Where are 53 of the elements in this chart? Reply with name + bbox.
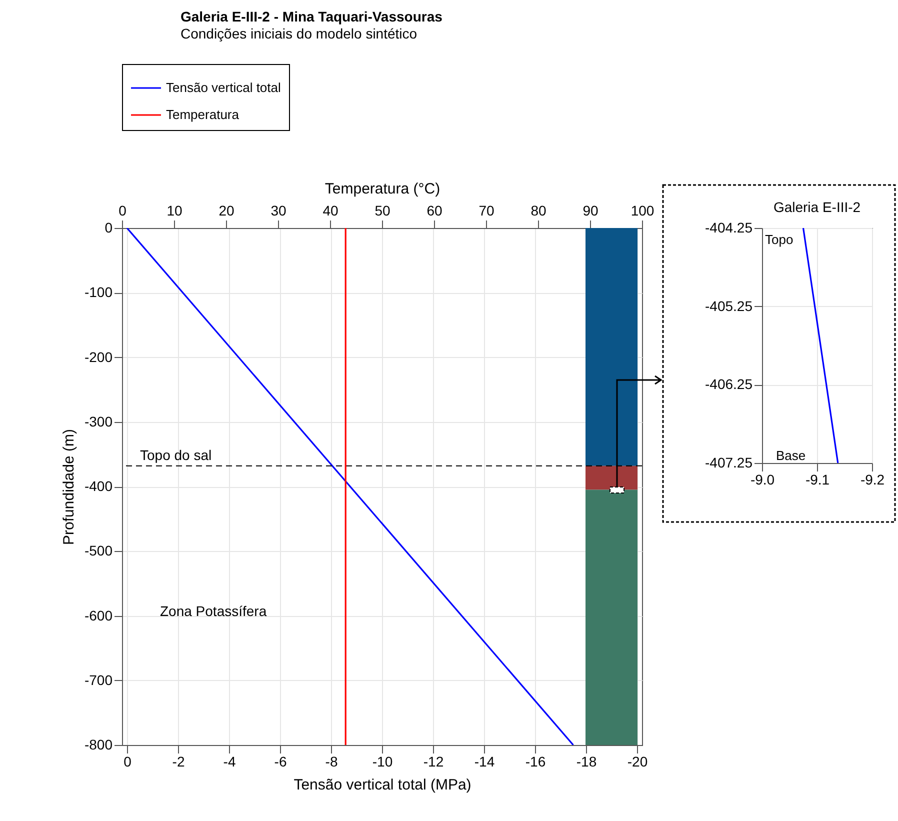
x-tick-label: -9.1 [805, 472, 830, 488]
x2-tick-label: 50 [374, 202, 390, 218]
x2-tick-label: 30 [270, 202, 286, 218]
y-tick-label: -600 [84, 607, 113, 624]
x-tick-label: -2 [172, 754, 185, 770]
y-tick-label: -404.25 [705, 220, 753, 236]
x-tick-label: -8 [325, 754, 338, 770]
x-tick-label: 0 [124, 754, 132, 770]
x2-tick-label: 40 [322, 202, 338, 218]
y-tick-label: -100 [84, 284, 113, 300]
x2-tick-label: 80 [530, 202, 546, 218]
x-tick-label: -4 [223, 754, 236, 770]
x2-tick-label: 0 [118, 202, 127, 218]
x-tick-label: -10 [372, 754, 393, 770]
bar [586, 490, 638, 745]
y-tick-label: -800 [84, 736, 113, 752]
annotation: Base [776, 448, 806, 463]
legend-label: Tensão vertical total [166, 80, 282, 95]
x2-tick-label: 60 [426, 202, 442, 218]
x2-axis-title: Temperatura (°C) [324, 180, 440, 198]
bar [586, 228, 638, 466]
x2-tick-label: 70 [478, 202, 494, 218]
x2-tick-label: 20 [218, 202, 234, 218]
x-tick-label: -9.0 [750, 472, 775, 488]
ref-line-label: Topo do sal [140, 446, 212, 463]
chart-subtitle: Condições iniciais do modelo sintético [180, 26, 418, 42]
annotation: Topo [765, 232, 794, 247]
chart-title: Galeria E-III-2 [773, 199, 861, 215]
x2-tick-label: 100 [630, 202, 654, 218]
x2-tick-label: 90 [582, 202, 598, 218]
bar [586, 466, 638, 490]
x2-tick-label: 10 [166, 202, 182, 218]
x-tick-label: -18 [576, 754, 597, 770]
y-tick-label: -400 [84, 478, 113, 494]
chart-title: Galeria E-III-2 - Mina Taquari-Vassouras [180, 8, 443, 24]
legend-label: Temperatura [166, 107, 240, 122]
y-tick-label: 0 [104, 220, 113, 236]
y-tick-label: -500 [84, 542, 113, 559]
y-tick-label: -405.25 [705, 298, 753, 314]
x-tick-label: -12 [423, 754, 444, 770]
x-tick-label: -20 [627, 754, 648, 770]
y-tick-label: -700 [84, 672, 113, 688]
y-tick-label: -200 [84, 348, 113, 365]
annotation: Zona Potassífera [160, 603, 267, 619]
y-tick-label: -300 [84, 413, 113, 430]
y-tick-label: -407.25 [705, 454, 753, 470]
x-tick-label: -16 [525, 754, 546, 770]
y-axis-title: Profundidade (m) [60, 429, 78, 545]
y-tick-label: -406.25 [705, 376, 753, 392]
x-axis-title: Tensão vertical total (MPa) [294, 776, 472, 794]
x-tick-label: -9.2 [860, 472, 885, 488]
x-tick-label: -6 [274, 754, 287, 770]
x-tick-label: -14 [474, 754, 495, 770]
